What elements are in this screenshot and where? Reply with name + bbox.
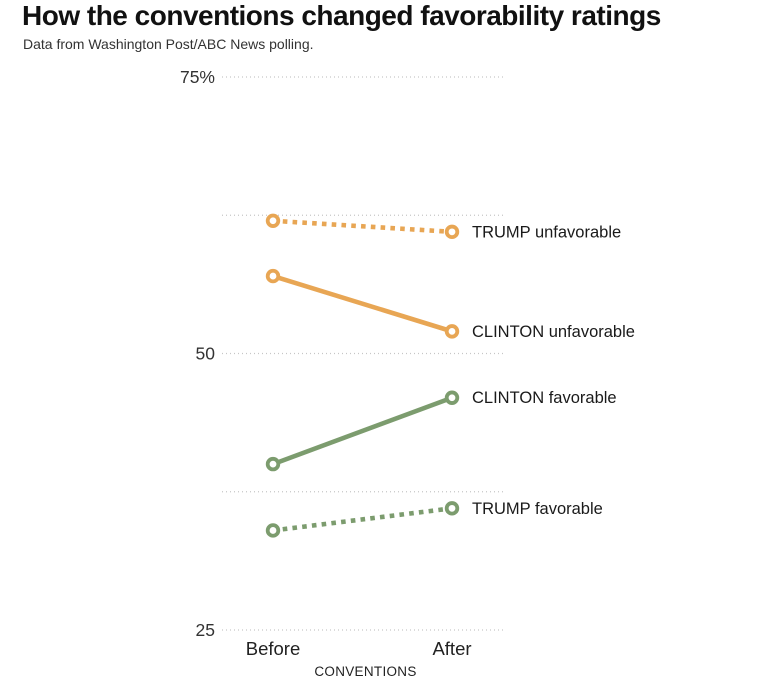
series-line-0: [272, 218, 453, 235]
x-axis-title: CONVENTIONS: [314, 664, 416, 679]
chart-subtitle: Data from Washington Post/ABC News polli…: [23, 36, 314, 52]
series-label-2: CLINTON favorable: [472, 389, 617, 407]
series-label-3: TRUMP favorable: [472, 500, 603, 518]
data-point-0-before: [265, 213, 281, 228]
data-point-2-after: [444, 390, 460, 405]
data-point-2-before: [265, 456, 281, 472]
data-point-1-before: [265, 268, 281, 284]
y-tick-label-75: 75%: [180, 67, 215, 87]
chart-title: How the conventions changed favorability…: [22, 0, 661, 31]
y-tick-label-50: 50: [196, 344, 216, 364]
y-tick-label-25: 25: [196, 620, 215, 640]
series-line-3: [272, 506, 453, 533]
data-point-0-after: [444, 224, 460, 240]
data-point-3-after: [444, 501, 460, 516]
data-point-3-before: [265, 523, 281, 538]
series-line-1: [272, 273, 453, 334]
series-line-2: [272, 395, 453, 467]
series-label-0: TRUMP unfavorable: [472, 223, 621, 241]
x-tick-label-before: Before: [246, 638, 301, 659]
x-tick-label-after: After: [432, 638, 471, 659]
data-point-1-after: [444, 324, 460, 339]
series-label-1: CLINTON unfavorable: [472, 323, 635, 341]
